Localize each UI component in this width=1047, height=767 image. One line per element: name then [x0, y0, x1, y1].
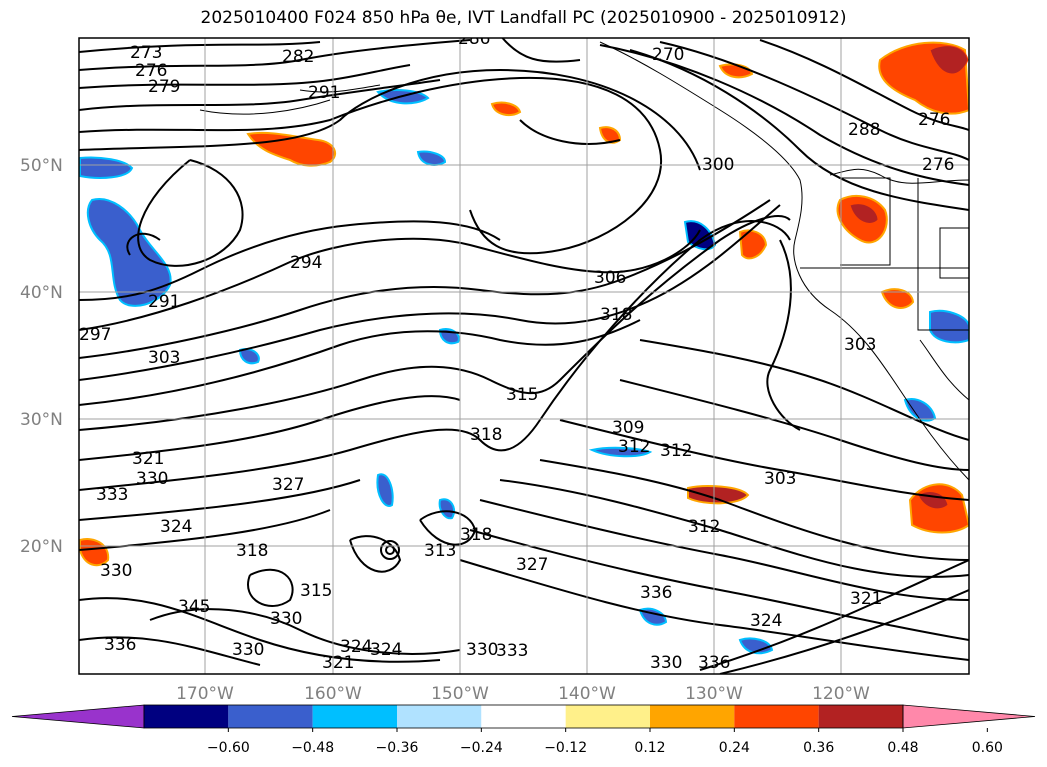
contour-label: 318 — [600, 305, 632, 325]
contour-label: 286 — [458, 29, 490, 49]
contour-label: 321 — [322, 653, 354, 673]
colorbar-bin — [397, 705, 482, 728]
lon-label: 120°W — [812, 684, 870, 704]
contour-label: 291 — [308, 83, 340, 103]
contour-label: 312 — [688, 517, 720, 537]
colorbar-bin — [565, 705, 650, 728]
contour-label: 330 — [232, 640, 264, 660]
contour-label: 324 — [370, 640, 402, 660]
pc-shading — [79, 41, 969, 655]
map-frame — [78, 37, 970, 675]
contour-label: 324 — [750, 611, 782, 631]
contour-label: 318 — [460, 525, 492, 545]
contour-label: 324 — [160, 517, 192, 537]
contour-label: 276 — [918, 110, 950, 130]
contour-label: 303 — [148, 348, 180, 368]
colorbar-tick-label: 0.24 — [719, 740, 750, 756]
colorbar-bin — [818, 705, 903, 728]
contour-label: 315 — [300, 581, 332, 601]
lat-label: 50°N — [20, 156, 63, 176]
colorbar-extend-min — [11, 704, 145, 729]
colorbar-bin — [650, 705, 735, 728]
contour-label: 330 — [270, 609, 302, 629]
contour-label: 288 — [848, 120, 880, 140]
contour-label: 306 — [594, 268, 626, 288]
contour-label: 345 — [178, 597, 210, 617]
contour-label: 300 — [702, 155, 734, 175]
contour-label: 276 — [135, 61, 167, 81]
colorbar: −0.60 −0.48 −0.36 −0.24 −0.12 0.12 0.24 0.36 0.4… — [11, 704, 1036, 756]
contour-label: 330 — [136, 469, 168, 489]
contour-label: 276 — [922, 155, 954, 175]
contour-label: 324 — [340, 637, 372, 657]
colorbar-tick-label: −0.24 — [460, 740, 503, 756]
colorbar-bin — [481, 705, 566, 728]
figure-title: 2025010400 F024 850 hPa θe, IVT Landfall… — [200, 8, 847, 28]
contour-label: 315 — [506, 385, 538, 405]
lon-label: 160°W — [304, 684, 362, 704]
colorbar-bin — [312, 705, 397, 728]
contour-labels: 273 276 279 282 286 270 291 276 288 276 … — [79, 29, 954, 673]
colorbar-tick-label: 0.36 — [803, 740, 834, 756]
colorbar-tick-label: 0.60 — [972, 740, 1003, 756]
lat-label: 20°N — [20, 537, 63, 557]
colorbar-extend-max — [902, 704, 1036, 729]
contour-label: 303 — [764, 469, 796, 489]
contour-label: 270 — [652, 45, 684, 65]
lat-label: 30°N — [20, 410, 63, 430]
contour-label: 327 — [272, 475, 304, 495]
contour-label: 318 — [236, 541, 268, 561]
contour-label: 312 — [618, 437, 650, 457]
contour-label: 333 — [96, 485, 128, 505]
contour-label: 327 — [516, 555, 548, 575]
colorbar-tick-label: −0.36 — [376, 740, 419, 756]
contour-label: 333 — [496, 641, 528, 661]
contour-label: 297 — [79, 325, 111, 345]
lon-label: 140°W — [558, 684, 616, 704]
contour-label: 321 — [850, 589, 882, 609]
colorbar-bin — [144, 705, 229, 728]
contour-label: 312 — [660, 441, 692, 461]
colorbar-tick-label: −0.12 — [544, 740, 587, 756]
map-plot-area: 273 276 279 282 286 270 291 276 288 276 … — [79, 29, 969, 674]
contour-label: 318 — [470, 425, 502, 445]
lat-label: 40°N — [20, 283, 63, 303]
colorbar-outline — [143, 704, 904, 729]
contour-label: 336 — [104, 635, 136, 655]
contour-label: 294 — [290, 253, 322, 273]
contour-label: 330 — [100, 561, 132, 581]
contour-label: 291 — [148, 292, 180, 312]
lon-label: 130°W — [685, 684, 743, 704]
lon-label: 150°W — [431, 684, 489, 704]
contour-label: 313 — [424, 541, 456, 561]
colorbar-tick-label: 0.12 — [634, 740, 665, 756]
contour-label: 309 — [612, 418, 644, 438]
contour-label: 282 — [282, 47, 314, 67]
contour-label: 330 — [466, 640, 498, 660]
contour-label: 336 — [640, 583, 672, 603]
colorbar-tick-label: −0.48 — [291, 740, 334, 756]
contour-label: 279 — [148, 77, 180, 97]
lon-label: 170°W — [176, 684, 234, 704]
coastlines — [199, 41, 969, 481]
contour-label: 336 — [698, 653, 730, 673]
contour-label: 273 — [130, 43, 162, 63]
colorbar-tick-label: 0.48 — [887, 740, 918, 756]
graticule — [79, 38, 969, 674]
contour-label: 321 — [132, 449, 164, 469]
contour-label: 303 — [844, 335, 876, 355]
contour-label: 330 — [650, 653, 682, 673]
colorbar-bin — [228, 705, 313, 728]
colorbar-bin — [734, 705, 819, 728]
colorbar-tick-label: −0.60 — [207, 740, 250, 756]
